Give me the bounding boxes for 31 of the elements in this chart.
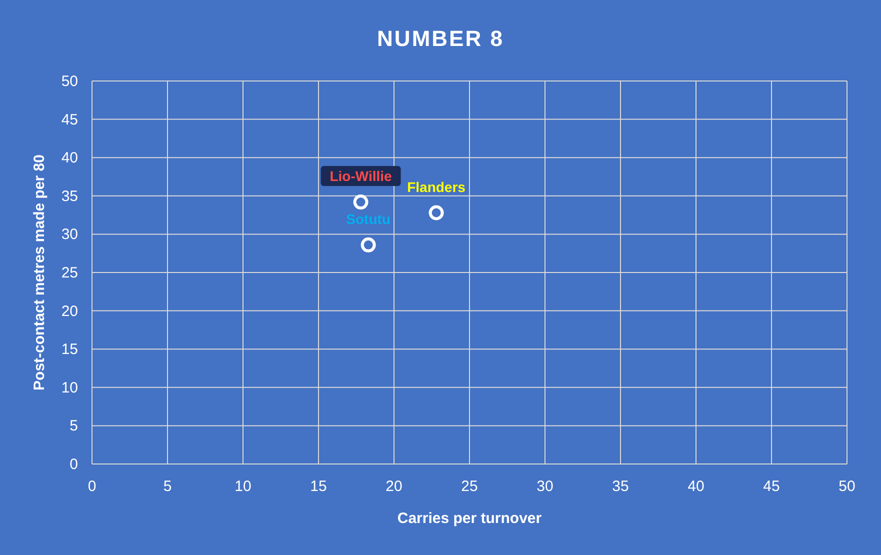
x-tick-label: 20 — [386, 478, 402, 495]
point — [353, 194, 368, 210]
y-tick-label: 50 — [61, 73, 78, 90]
x-tick-label: 30 — [536, 478, 554, 495]
x-tick-label: 25 — [461, 478, 478, 495]
y-axis-title: Post-contact metres made per 80 — [31, 154, 48, 390]
y-tick-label: 40 — [61, 150, 78, 167]
y-tick-label: 10 — [61, 379, 78, 396]
x-tick-label: 50 — [838, 478, 856, 495]
annotation: Flanders — [407, 178, 466, 195]
y-tick-label: 0 — [70, 456, 78, 473]
x-tick-label: 45 — [763, 478, 780, 495]
x-tick-label: 0 — [88, 478, 96, 495]
annotation: Sotutu — [346, 210, 390, 227]
y-tick-label: 15 — [61, 341, 78, 358]
x-tick-label: 35 — [612, 478, 629, 495]
point — [428, 205, 444, 220]
y-tick-label: 25 — [61, 264, 78, 282]
x-axis-title: Carries per turnover — [397, 510, 542, 527]
x-tick-label: 15 — [310, 478, 327, 495]
point — [360, 237, 376, 252]
y-tick-label: 20 — [61, 302, 78, 320]
x-tick-label: 5 — [163, 478, 172, 495]
x-tick-label: 10 — [234, 478, 252, 495]
annotation: Lio-Willie — [330, 168, 392, 184]
y-tick-label: 30 — [61, 226, 78, 244]
y-tick-label: 45 — [61, 111, 78, 128]
chart-title: NUMBER 8 — [377, 26, 504, 51]
y-tick-label: 35 — [61, 188, 78, 205]
y-tick-label: 5 — [70, 418, 78, 435]
x-tick-label: 40 — [688, 478, 704, 495]
